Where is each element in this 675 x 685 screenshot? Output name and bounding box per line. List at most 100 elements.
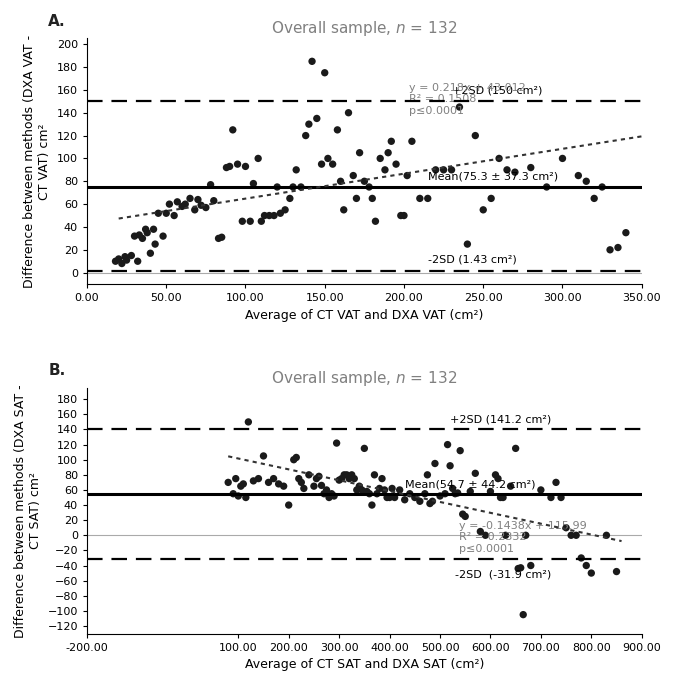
Point: [192, 194, 203, 205]
Point: [414, 193, 425, 204]
Point: [153, 208, 164, 219]
Point: [248, 475, 259, 486]
Point: [525, 162, 536, 173]
Point: [510, 443, 521, 454]
Point: [495, 492, 506, 503]
Point: [306, 56, 317, 67]
Point: [396, 210, 406, 221]
Point: [258, 451, 269, 462]
Point: [227, 125, 238, 136]
Point: [264, 210, 275, 221]
Point: [148, 224, 159, 235]
Point: [430, 164, 441, 175]
Text: -2SD  (-31.9 cm²): -2SD (-31.9 cm²): [455, 569, 551, 579]
Point: [520, 530, 531, 540]
Point: [338, 204, 349, 215]
Point: [252, 153, 263, 164]
Point: [518, 609, 529, 620]
Point: [288, 182, 298, 192]
Point: [601, 530, 612, 540]
Point: [129, 231, 140, 242]
Point: [248, 178, 259, 189]
Point: [605, 245, 616, 256]
Point: [268, 473, 279, 484]
Point: [381, 492, 392, 503]
Point: [535, 484, 546, 495]
Point: [349, 473, 360, 484]
Point: [462, 238, 472, 249]
Point: [409, 492, 420, 503]
Point: [316, 159, 327, 170]
Point: [502, 164, 512, 175]
Point: [351, 193, 362, 204]
Point: [391, 159, 402, 170]
Point: [323, 153, 333, 164]
Point: [291, 452, 302, 463]
Point: [576, 553, 587, 564]
Point: [455, 445, 466, 456]
Point: [113, 253, 124, 264]
Point: [180, 199, 190, 210]
Text: +2SD (141.2 cm²): +2SD (141.2 cm²): [450, 414, 551, 424]
Point: [308, 481, 319, 492]
Point: [284, 499, 294, 510]
Point: [190, 204, 200, 215]
Point: [448, 483, 458, 494]
Point: [485, 486, 496, 497]
Point: [460, 511, 470, 522]
Point: [500, 530, 511, 540]
Point: [545, 492, 556, 503]
Point: [589, 193, 599, 204]
Point: [561, 522, 572, 533]
Point: [551, 477, 562, 488]
Point: [364, 182, 375, 192]
Point: [493, 473, 504, 484]
Point: [205, 179, 216, 190]
Point: [400, 495, 410, 506]
Point: [354, 147, 365, 158]
Point: [339, 469, 350, 480]
Point: [119, 251, 130, 262]
Point: [319, 67, 330, 78]
Point: [296, 182, 306, 192]
Point: [224, 161, 235, 172]
Point: [256, 216, 267, 227]
Point: [457, 509, 468, 520]
Point: [316, 480, 327, 491]
Point: [581, 560, 592, 571]
Point: [284, 193, 295, 204]
Point: [571, 530, 582, 540]
Point: [566, 530, 576, 540]
Point: [454, 101, 465, 112]
Point: [475, 526, 486, 537]
Point: [326, 488, 337, 499]
Point: [446, 164, 457, 175]
Point: [445, 460, 456, 471]
Point: [427, 496, 438, 507]
Point: [327, 159, 338, 170]
Point: [132, 256, 143, 266]
Point: [200, 202, 211, 213]
Point: [275, 208, 286, 219]
Text: Mean(54.7 ± 44.2 cm²): Mean(54.7 ± 44.2 cm²): [405, 480, 535, 490]
Point: [435, 490, 446, 501]
Point: [354, 481, 364, 492]
Point: [423, 193, 433, 204]
Point: [359, 176, 370, 187]
Point: [398, 210, 409, 221]
Point: [370, 216, 381, 227]
X-axis label: Average of CT SAT and DXA SAT (cm²): Average of CT SAT and DXA SAT (cm²): [244, 658, 484, 671]
Point: [110, 256, 121, 266]
Point: [184, 193, 195, 204]
Point: [425, 498, 435, 509]
Point: [556, 492, 566, 503]
Point: [232, 159, 243, 170]
Point: [272, 182, 283, 192]
Point: [296, 477, 306, 488]
Point: [158, 231, 169, 242]
Point: [442, 439, 453, 450]
Point: [134, 229, 144, 240]
Point: [352, 484, 362, 495]
Point: [356, 484, 367, 495]
Point: [394, 484, 405, 495]
